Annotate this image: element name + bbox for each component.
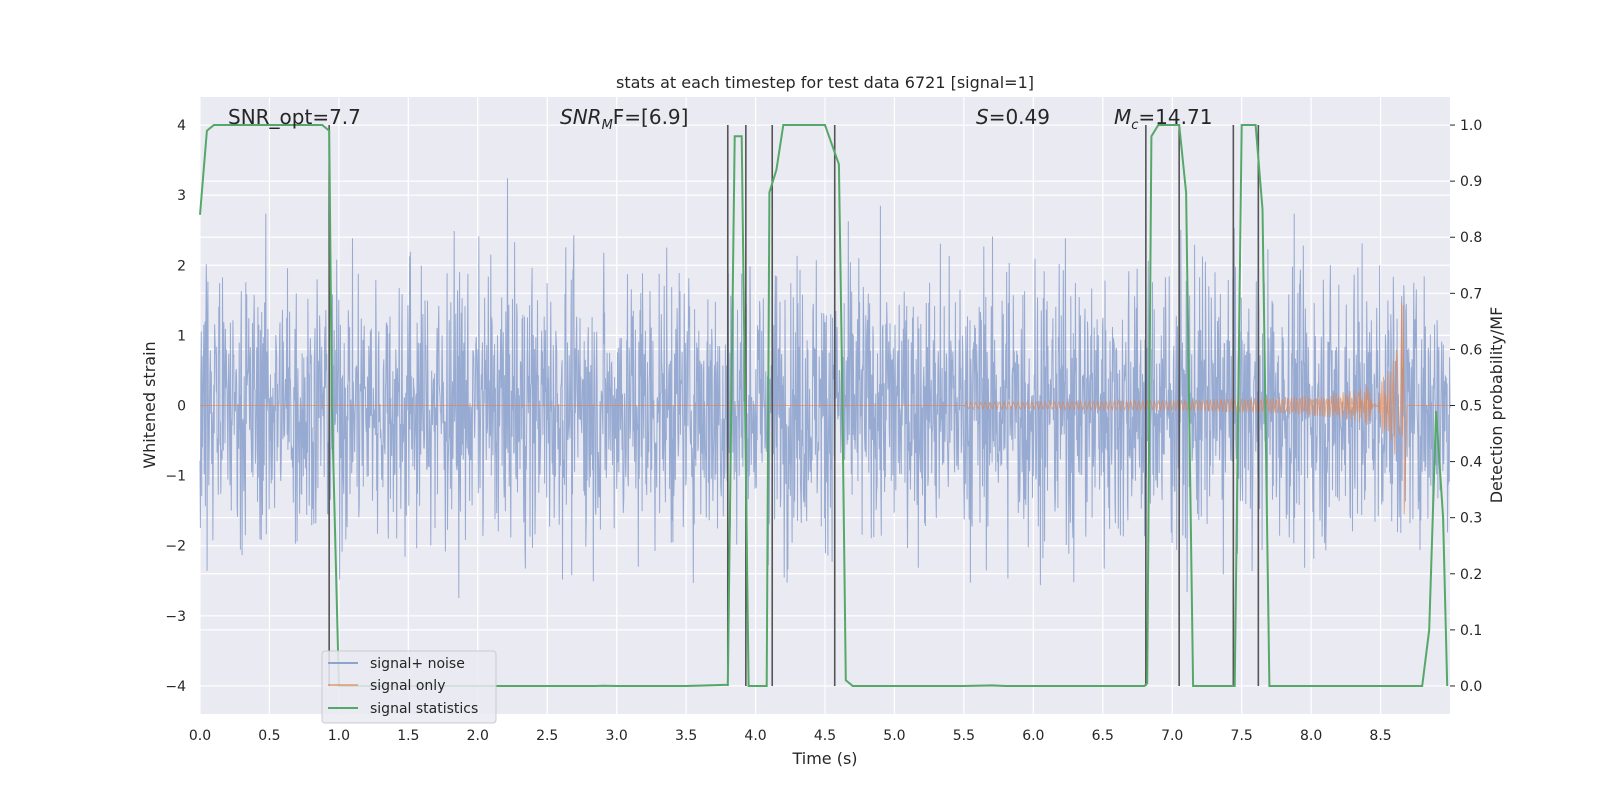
y-right-tick-label: 0.6 (1460, 342, 1482, 358)
x-tick-label: 6.5 (1092, 728, 1114, 744)
x-tick-label: 0.5 (258, 728, 280, 744)
x-tick-label: 1.0 (328, 728, 350, 744)
y-left-tick-label: −1 (165, 469, 186, 485)
y-left-tick-label: −4 (165, 679, 186, 695)
y-left-tick-label: −2 (165, 539, 186, 555)
y-right-tick-label: 0.3 (1460, 511, 1482, 527)
chart-title: stats at each timestep for test data 672… (616, 73, 1034, 92)
signal-series (200, 302, 1450, 515)
y-right-tick-labels: 1.0 0.9 0.8 0.7 0.6 0.5 0.4 0.3 0.2 0.1 0.0 (1450, 118, 1482, 695)
x-tick-label: 8.0 (1300, 728, 1322, 744)
legend: signal+ noise signal only signal statist… (321, 650, 497, 724)
y-right-tick-label: 0.7 (1460, 286, 1482, 302)
y-right-tick-label: 1.0 (1460, 118, 1482, 134)
legend-label-signal: signal only (370, 678, 445, 694)
vertical-markers (328, 125, 1260, 686)
x-tick-label: 4.5 (814, 728, 836, 744)
stats-series (199, 124, 1449, 687)
signal-line (200, 302, 1450, 515)
legend-box (321, 650, 497, 724)
y-left-tick-label: 4 (177, 118, 186, 134)
y-right-tick-label: 0.8 (1460, 230, 1482, 246)
y-right-tick-label: 0.1 (1460, 623, 1482, 639)
legend-label-noise: signal+ noise (370, 656, 465, 672)
y-left-tick-labels: 4 3 2 1 0 −1 −2 −3 −4 (165, 118, 186, 695)
x-axis-label: Time (s) (791, 749, 857, 768)
x-tick-label: 7.5 (1231, 728, 1253, 744)
x-tick-label: 5.5 (953, 728, 975, 744)
y-left-tick-label: 2 (177, 258, 186, 274)
x-tick-label: 2.5 (536, 728, 558, 744)
annotation-snr-mf: SNRMF=[6.9] (560, 105, 688, 133)
x-tick-label: 6.0 (1022, 728, 1044, 744)
y-left-tick-label: 0 (177, 399, 186, 415)
annotation-s: S=0.49 (976, 105, 1050, 129)
legend-label-stats: signal statistics (370, 701, 478, 717)
x-tick-label: 1.5 (397, 728, 419, 744)
x-tick-label: 7.0 (1161, 728, 1183, 744)
y-left-tick-label: −3 (165, 609, 186, 625)
y-left-tick-label: 1 (177, 328, 186, 344)
x-tick-label: 0.0 (189, 728, 211, 744)
y-right-tick-label: 0.9 (1460, 174, 1482, 190)
y-left-axis-label: Whitened strain (140, 341, 159, 468)
y-right-axis-label: Detection probability/MF (1487, 307, 1506, 504)
x-tick-label: 4.0 (744, 728, 766, 744)
x-tick-label: 5.0 (883, 728, 905, 744)
y-left-tick-label: 3 (177, 188, 186, 204)
y-right-tick-label: 0.4 (1460, 455, 1482, 471)
x-tick-label: 2.0 (467, 728, 489, 744)
annotation-snr-opt: SNR_opt=7.7 (228, 105, 361, 129)
noise-series (199, 178, 1451, 613)
x-tick-label: 3.5 (675, 728, 697, 744)
y-right-tick-label: 0.0 (1460, 679, 1482, 695)
y-right-tick-label: 0.5 (1460, 399, 1482, 415)
x-tick-labels: 0.0 0.5 1.0 1.5 2.0 2.5 3.0 3.5 4.0 4.5 5.0 5.5 6.0 6… (189, 728, 1392, 744)
x-tick-label: 8.5 (1369, 728, 1391, 744)
y-right-tick-label: 0.2 (1460, 567, 1482, 583)
noise-line (199, 178, 1451, 613)
annotation-mc: Mc=14.71 (1114, 105, 1212, 133)
x-tick-label: 3.0 (606, 728, 628, 744)
stats-line (199, 124, 1449, 687)
